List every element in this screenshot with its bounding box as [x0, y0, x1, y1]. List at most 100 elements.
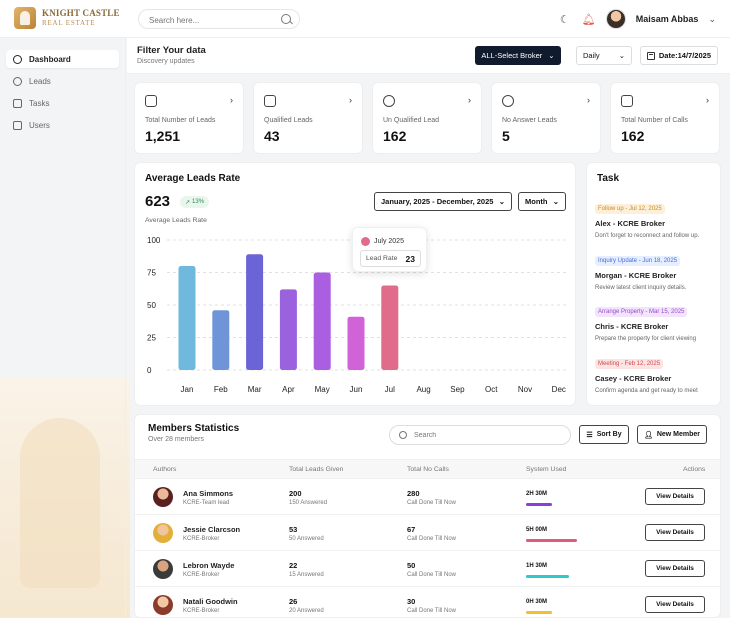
leads-icon	[13, 76, 22, 86]
calls-caption: Call Done Till Now	[407, 572, 457, 578]
system-used-bar	[526, 503, 552, 506]
stat-card-qualified-leads[interactable]: › Qualified Leads 43	[253, 82, 363, 154]
members-search-input[interactable]	[414, 431, 554, 439]
add-user-icon: 👤︎	[643, 431, 653, 439]
average-leads-rate-card: Average Leads Rate 623 ↗ 13% Average Lea…	[134, 162, 576, 406]
filter-subtitle: Discovery updates	[137, 58, 195, 65]
chevron-right-icon[interactable]: ›	[230, 95, 233, 105]
members-subtitle: Over 28 members	[148, 436, 205, 443]
brand-logo[interactable]: KNIGHT CASTLE REAL ESTATE	[14, 7, 120, 29]
sad-face-icon	[383, 95, 395, 107]
user-avatar[interactable]	[605, 9, 626, 29]
sidebar-item-label: Users	[29, 120, 50, 130]
granularity-select[interactable]: Month ⌄	[518, 192, 566, 211]
period-select[interactable]: Daily ⌄	[576, 46, 632, 65]
tasks-icon	[13, 98, 22, 108]
stat-value: 5	[502, 128, 510, 144]
chevron-right-icon[interactable]: ›	[468, 95, 471, 105]
bar-jul[interactable]	[381, 285, 399, 371]
trend-badge: ↗ 13%	[180, 196, 210, 208]
sidebar-item-dashboard[interactable]: Dashboard	[6, 50, 119, 68]
table-row: Lebron Wayde KCRE-Broker 22 15 Answered 50 Ca…	[135, 551, 720, 587]
bar-feb[interactable]	[212, 310, 230, 370]
calls-caption: Call Done Till Now	[407, 536, 457, 542]
bar-jan[interactable]	[178, 266, 196, 370]
chevron-right-icon[interactable]: ›	[349, 95, 352, 105]
task-item[interactable]: Meeting - Feb 12, 2025 Casey - KCRE Broke…	[595, 352, 715, 394]
stat-card-no-answer-leads[interactable]: › No Answer Leads 5	[491, 82, 601, 154]
table-row: Ana Simmons KCRE-Team lead 200 150 Answered…	[135, 479, 720, 515]
chevron-right-icon[interactable]: ›	[706, 95, 709, 105]
task-desc: Review latest client inquiry details.	[595, 285, 687, 291]
task-title: Task	[597, 173, 620, 184]
sort-by-button[interactable]: ☰ Sort By	[579, 425, 629, 444]
system-used-bar	[526, 539, 577, 542]
moon-icon[interactable]: ☾	[559, 13, 570, 26]
stat-value: 162	[621, 128, 645, 144]
date-picker-button[interactable]: Date:14/7/2025	[640, 46, 718, 65]
stat-card-total-calls[interactable]: › Total Number of Calls 162	[610, 82, 720, 154]
chevron-down-icon: ⌄	[618, 51, 625, 60]
brand-tagline: REAL ESTATE	[42, 19, 96, 27]
members-statistics-card: Members Statistics Over 28 members ☰ Sor…	[134, 414, 721, 618]
global-search-input[interactable]	[139, 11, 269, 30]
view-details-button[interactable]: View Details	[645, 524, 705, 541]
bar-apr[interactable]	[279, 289, 297, 370]
sidebar-item-leads[interactable]: Leads	[6, 72, 119, 90]
members-search	[389, 425, 571, 445]
stat-value: 1,251	[145, 128, 181, 144]
task-item[interactable]: Inquiry Update - Jun 18, 2025 Morgan - KC…	[595, 249, 715, 291]
stat-card-unqualified-leads[interactable]: › Un Qualified Lead 162	[372, 82, 482, 154]
task-tag: Inquiry Update - Jun 18, 2025	[595, 256, 681, 266]
bar-mar[interactable]	[246, 254, 264, 370]
date-range-select[interactable]: January, 2025 - December, 2025 ⌄	[374, 192, 512, 211]
bell-icon[interactable]: 🔔︎	[581, 13, 596, 26]
task-item[interactable]: Arrange Property - Mar 15, 2025 Chris - K…	[595, 300, 715, 342]
x-tick-label: Nov	[518, 385, 532, 394]
chart-title: Average Leads Rate	[145, 173, 241, 184]
tooltip-dot-icon	[361, 237, 370, 246]
users-icon	[13, 120, 22, 130]
y-tick-label: 100	[147, 236, 161, 245]
table-row: Natali Goodwin KCRE-Broker 26 20 Answered 30…	[135, 587, 720, 617]
x-tick-label: Dec	[552, 385, 566, 394]
new-member-label: New Member	[656, 431, 701, 438]
granularity-value: Month	[525, 197, 548, 206]
view-details-button[interactable]: View Details	[645, 488, 705, 505]
filter-icon: ☰	[586, 431, 593, 439]
view-details-button[interactable]: View Details	[645, 596, 705, 613]
select-broker-button[interactable]: ALL-Select Broker ⌄	[475, 46, 561, 65]
background-castle-decoration	[0, 378, 130, 618]
chevron-down-icon: ⌄	[552, 197, 559, 206]
chevron-down-icon: ⌄	[498, 197, 505, 206]
task-desc: Confirm agenda and get ready to meet	[595, 388, 698, 394]
system-used-bar	[526, 575, 569, 578]
bar-may[interactable]	[313, 272, 331, 371]
period-select-value: Daily	[583, 51, 600, 60]
x-tick-label: Oct	[485, 385, 498, 394]
view-details-button[interactable]: View Details	[645, 560, 705, 577]
sidebar-item-tasks[interactable]: Tasks	[6, 94, 119, 112]
bar-jun[interactable]	[347, 316, 365, 370]
top-bar: KNIGHT CASTLE REAL ESTATE ☾ 🔔︎ Maisam Ab…	[0, 0, 730, 38]
stat-label: Un Qualified Lead	[383, 117, 440, 124]
x-tick-label: Sep	[450, 385, 465, 394]
new-member-button[interactable]: 👤︎ New Member	[637, 425, 707, 444]
chart-subtitle: Average Leads Rate	[145, 217, 207, 224]
sidebar-item-users[interactable]: Users	[6, 116, 119, 134]
building-icon	[145, 95, 157, 107]
task-name: Casey - KCRE Broker	[595, 374, 672, 383]
user-name[interactable]: Maisam Abbas	[635, 14, 699, 24]
leads-answered: 15 Answered	[289, 572, 324, 578]
task-item[interactable]: Follow up - Jul 12, 2025 Alex - KCRE Brok…	[595, 197, 715, 239]
chevron-right-icon[interactable]: ›	[587, 95, 590, 105]
chevron-down-icon[interactable]: ⌄	[708, 13, 716, 24]
stat-card-total-leads[interactable]: › Total Number of Leads 1,251	[134, 82, 244, 154]
sort-by-label: Sort By	[596, 431, 622, 438]
trend-up-icon: ↗	[185, 199, 191, 206]
x-tick-label: Jun	[350, 385, 363, 394]
search-icon[interactable]	[281, 14, 291, 24]
calls-caption: Call Done Till Now	[407, 500, 457, 506]
system-used-time: 0H 30M	[526, 599, 548, 605]
system-used-time: 2H 30M	[526, 491, 548, 497]
